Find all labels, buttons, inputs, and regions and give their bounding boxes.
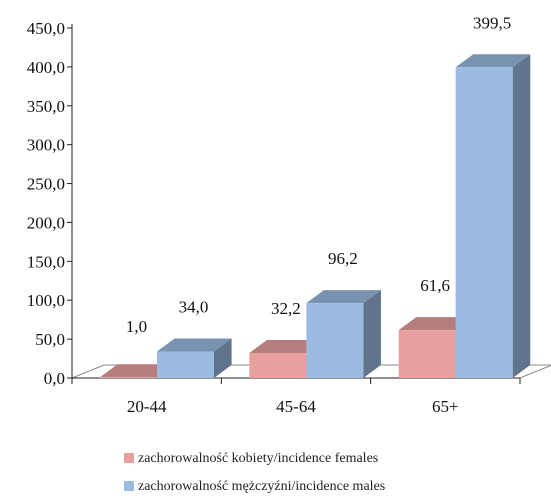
bar-side	[363, 290, 381, 378]
legend-swatch-males	[124, 481, 134, 491]
data-label: 1,0	[126, 317, 147, 336]
bar	[306, 303, 364, 378]
legend-label-females: zachorowalność kobiety/incidence females	[138, 451, 379, 466]
bar-top	[157, 338, 232, 352]
bar-top	[455, 54, 531, 68]
bar	[157, 351, 214, 378]
data-label: 61,6	[420, 276, 450, 295]
data-label: 32,2	[271, 299, 301, 318]
x-category-label: 65+	[432, 397, 459, 416]
bar-top	[100, 364, 175, 378]
y-tick-label: 450,0	[27, 19, 65, 38]
y-tick-label: 400,0	[27, 58, 65, 77]
y-tick-label: 0,0	[44, 369, 65, 388]
y-tick-label: 100,0	[27, 291, 65, 310]
y-tick-label: 150,0	[27, 252, 65, 271]
y-tick-label: 50,0	[35, 330, 65, 349]
bar-top	[306, 290, 381, 304]
legend-swatch-females	[124, 453, 134, 463]
legend-item-females: zachorowalność kobiety/incidence females	[124, 451, 378, 467]
x-category-label: 45-64	[276, 397, 316, 416]
y-tick-label: 350,0	[27, 97, 65, 116]
data-label: 34,0	[179, 298, 209, 317]
data-label: 96,2	[328, 249, 358, 268]
bar	[455, 67, 513, 379]
bar-top	[398, 317, 474, 331]
y-tick-label: 200,0	[27, 213, 65, 232]
bar-top	[249, 339, 324, 353]
bar-side	[214, 338, 232, 378]
chart-svg: 0,0 50,0 100,0 150,0 200,0 250,0 300,0 350,0 400…	[27, 13, 551, 416]
bar	[398, 330, 456, 378]
bar	[249, 352, 307, 378]
y-tick-label: 250,0	[27, 175, 65, 194]
x-category-label: 20-44	[127, 397, 167, 416]
bar	[100, 377, 157, 378]
bar-side	[512, 54, 531, 379]
legend-label-males: zachorowalność mężczyźni/incidence males	[138, 479, 386, 494]
y-tick-label: 300,0	[27, 136, 65, 155]
data-label: 399,5	[473, 13, 511, 32]
legend-item-males: zachorowalność mężczyźni/incidence males	[124, 479, 385, 495]
